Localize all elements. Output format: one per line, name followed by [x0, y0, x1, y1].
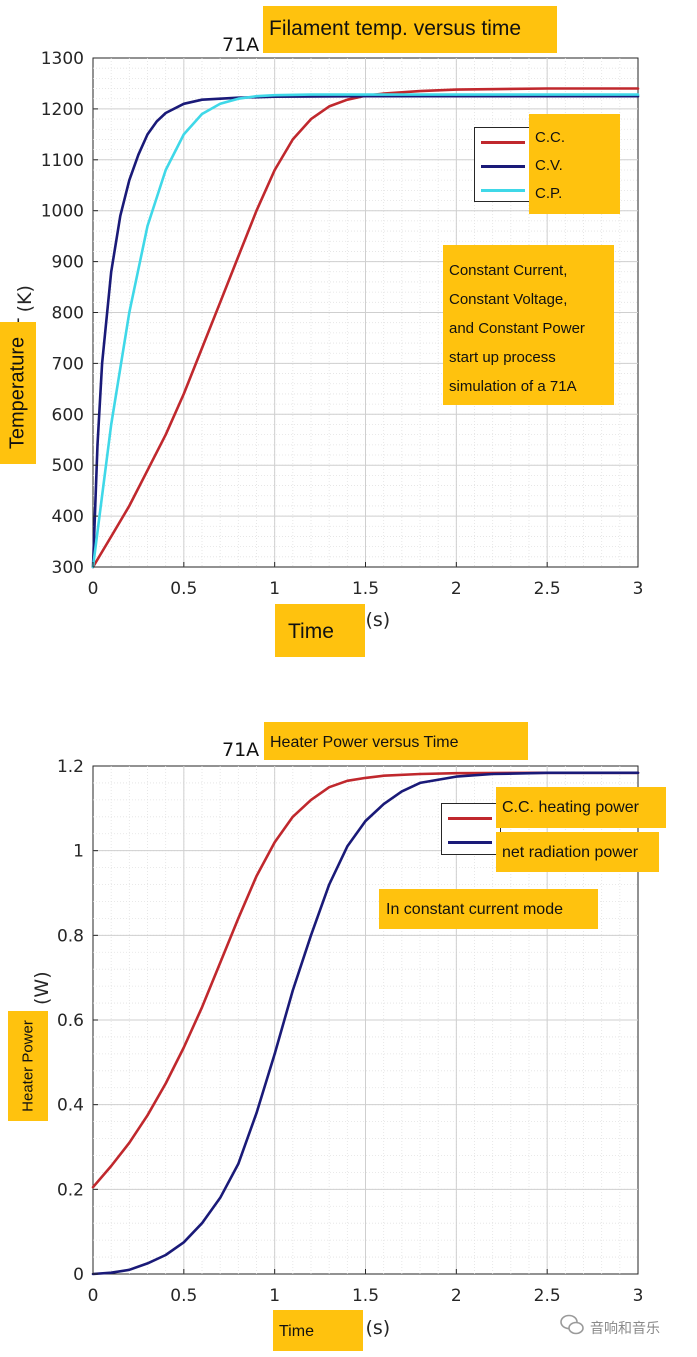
x-tick-label: 2.5	[534, 1286, 561, 1306]
legend-label-cp: C.P.	[535, 185, 563, 202]
x-tick-label: 1.5	[352, 1286, 379, 1306]
x-tick-label: 2	[451, 579, 462, 599]
title-prefix: 71A	[222, 34, 259, 56]
annotation-note: In constant current mode	[379, 889, 598, 929]
y-tick-label: 700	[52, 354, 84, 374]
legend-line-cv	[481, 165, 525, 168]
y-tick-label: 1.2	[57, 757, 84, 777]
legend-label: net radiation power	[496, 832, 659, 872]
y-tick-label: 1000	[41, 202, 84, 222]
wechat-icon	[560, 1314, 584, 1335]
series-line-0	[91, 87, 640, 569]
x-tick-label: 1	[269, 1286, 280, 1306]
chart-heater-power: 0 0.5 1 1.5 2 2.5 300.20.40.60.811.2 71A t (s)…	[31, 739, 643, 1339]
y-tick-label: 300	[52, 558, 84, 578]
series-line-1	[91, 771, 640, 1276]
title-overlay: Filament temp. versus time	[263, 6, 557, 53]
x-tick-label: 1.5	[352, 579, 379, 599]
y-tick-label: 1200	[41, 100, 84, 120]
legend-line-cc	[481, 141, 525, 144]
annotation-note: Constant Current, Constant Voltage, and …	[443, 245, 614, 405]
x-axis-label-overlay: Time	[273, 1310, 363, 1351]
y-axis-label-tail: T (K)	[14, 285, 36, 331]
y-axis-label-overlay-text: Temperature	[6, 336, 29, 450]
tick-labels: 0 0.5 1 1.5 2 2.5 3 0 0.2 0.4 0.6 0.8 1 1.2	[57, 757, 643, 1306]
series-line-1	[91, 94, 640, 569]
annotation-line: start up process	[449, 349, 556, 366]
annotation-line: and Constant Power	[449, 320, 585, 337]
series-line-0	[91, 771, 640, 1189]
title-prefix: 71A	[222, 739, 259, 761]
y-axis-label-tail: (W)	[31, 971, 53, 1005]
x-tick-label: 3	[633, 1286, 644, 1306]
title-overlay: Heater Power versus Time	[264, 722, 528, 760]
annotation-line: Constant Current,	[449, 262, 568, 279]
watermark-text: 音响和音乐	[590, 1321, 660, 1337]
legend-line-net-radiation	[448, 841, 492, 844]
legend-line-cp	[481, 189, 525, 192]
legend-label-cc: C.C.	[535, 129, 565, 146]
legend-labels: C.C. C.V. C.P.	[529, 114, 620, 214]
x-axis-label-overlay: Time	[275, 604, 365, 657]
series-group	[91, 87, 640, 569]
y-tick-label: 0.6	[57, 1011, 84, 1031]
y-tick-label: 1300	[41, 49, 84, 69]
legend-label: C.C. heating power	[496, 787, 666, 828]
x-tick-label: 3	[633, 579, 644, 599]
y-tick-label: 400	[52, 507, 84, 527]
y-tick-label: 600	[52, 405, 84, 425]
x-tick-label: 1	[269, 579, 280, 599]
series-group	[91, 771, 640, 1276]
legend	[441, 803, 501, 855]
y-tick-label: 1100	[41, 151, 84, 171]
annotation-line: Constant Voltage,	[449, 291, 568, 308]
legend-label-cv: C.V.	[535, 157, 563, 174]
x-tick-label: 2.5	[534, 579, 561, 599]
tick-labels: 0 0.5 1 1.5 2 2.5 3 300 400 500 600 700 800 900 1000 11…	[41, 49, 644, 599]
legend	[474, 127, 534, 202]
y-tick-label: 800	[52, 304, 84, 324]
y-tick-label: 0	[73, 1265, 84, 1285]
x-tick-label: 0.5	[170, 579, 197, 599]
y-tick-label: 0.2	[57, 1180, 84, 1200]
x-tick-label: 0	[88, 1286, 99, 1306]
y-tick-label: 0.8	[57, 926, 84, 946]
annotation-line: simulation of a 71A	[449, 378, 577, 395]
x-tick-label: 0	[88, 579, 99, 599]
y-axis-label-overlay: Temperature	[0, 322, 36, 464]
y-tick-label: 900	[52, 253, 84, 273]
x-tick-label: 0.5	[170, 1286, 197, 1306]
y-axis-label-overlay-text: Heater Power	[19, 1020, 37, 1112]
series-line-2	[91, 93, 640, 569]
y-tick-label: 1	[73, 842, 84, 862]
legend-line-cc-heating	[448, 817, 492, 820]
x-tick-label: 2	[451, 1286, 462, 1306]
y-tick-label: 500	[52, 456, 84, 476]
y-tick-label: 0.4	[57, 1096, 84, 1116]
y-axis-label-overlay: Heater Power	[8, 1011, 48, 1121]
